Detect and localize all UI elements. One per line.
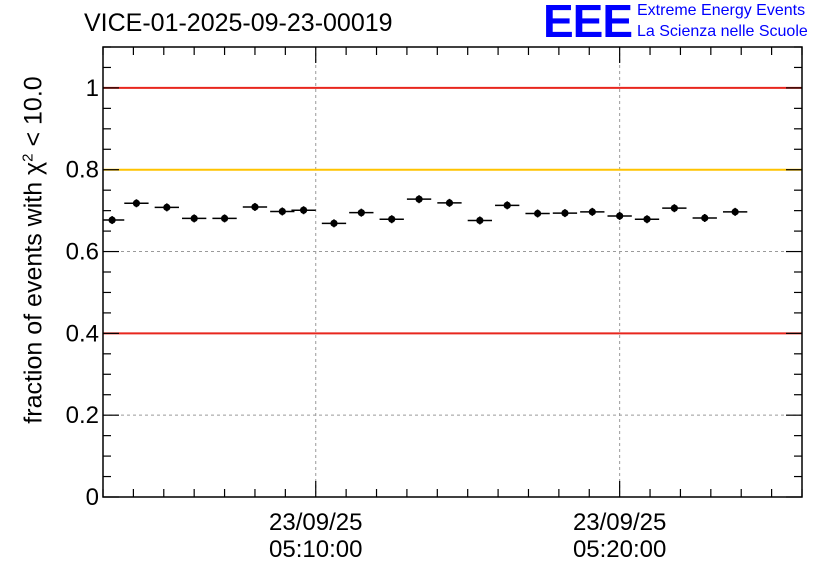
data-point-13 xyxy=(476,216,484,225)
y-tick-label-3: 0.6 xyxy=(66,239,99,266)
data-point-9 xyxy=(357,209,365,217)
data-point-22 xyxy=(731,208,739,216)
chart-title: VICE-01-2025-09-23-00019 xyxy=(84,9,393,37)
y-tick-label-2: 0.4 xyxy=(66,320,99,347)
logo-line-2: La Scienza nelle Scuole xyxy=(637,23,808,40)
y-tick-label-5: 1 xyxy=(86,75,99,102)
data-point-10 xyxy=(388,215,396,223)
data-point-14 xyxy=(503,201,511,209)
data-point-0 xyxy=(108,216,116,224)
data-point-7 xyxy=(299,206,308,214)
y-tick-label-1: 0.2 xyxy=(66,402,99,429)
logo-line-1: Extreme Energy Events xyxy=(637,2,806,19)
data-point-2 xyxy=(163,203,171,211)
x-tick-date-label-1: 23/09/25 xyxy=(573,509,666,536)
data-point-6 xyxy=(278,207,286,216)
data-point-20 xyxy=(670,204,678,212)
data-point-12 xyxy=(445,199,454,207)
y-tick-label-4: 0.8 xyxy=(66,157,99,184)
data-point-8 xyxy=(330,219,338,227)
data-point-18 xyxy=(616,212,624,220)
x-tick-time-label-1: 05:20:00 xyxy=(573,536,666,563)
data-point-16 xyxy=(561,209,569,217)
data-point-15 xyxy=(533,209,542,218)
data-point-11 xyxy=(415,195,423,203)
x-tick-time-label-0: 05:10:00 xyxy=(269,536,362,563)
data-point-3 xyxy=(190,214,198,223)
data-point-1 xyxy=(132,199,141,207)
data-point-21 xyxy=(701,214,709,222)
x-tick-date-label-0: 23/09/25 xyxy=(269,509,362,536)
data-point-17 xyxy=(588,208,596,216)
data-point-5 xyxy=(251,203,259,211)
plot-frame xyxy=(102,46,803,498)
eee-logo: EEE xyxy=(543,0,633,47)
data-point-4 xyxy=(220,214,229,223)
data-point-19 xyxy=(643,215,651,223)
y-tick-label-0: 0 xyxy=(86,484,99,511)
